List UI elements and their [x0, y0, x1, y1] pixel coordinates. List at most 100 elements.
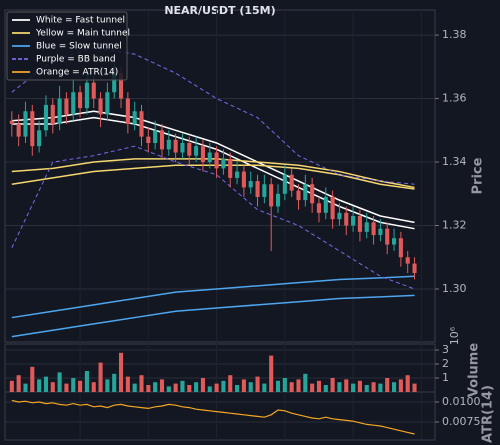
volume-bar — [330, 378, 335, 392]
volume-bar — [98, 362, 103, 392]
candle-body — [78, 92, 83, 109]
volume-bar — [30, 366, 35, 392]
volume-bar — [23, 383, 28, 392]
candle-body — [221, 158, 226, 169]
volume-bar — [146, 385, 151, 392]
y-tick-label: 1.30 — [442, 282, 467, 295]
y-tick-label: 1.38 — [442, 28, 467, 41]
volume-bar — [228, 375, 233, 392]
volume-bar — [180, 380, 185, 392]
candle-body — [98, 98, 103, 115]
volume-bar — [282, 378, 287, 392]
candle-body — [23, 111, 28, 137]
candle-body — [159, 130, 165, 150]
volume-bar — [37, 379, 42, 392]
volume-bar — [84, 371, 89, 392]
volume-bar — [385, 378, 390, 392]
candle-body — [64, 98, 69, 115]
candle-body — [228, 158, 233, 178]
y-axis-label: Price — [471, 157, 486, 194]
candle-body — [357, 215, 362, 232]
y-tick-label: 0.0100 — [442, 395, 481, 408]
candle-body — [269, 184, 274, 207]
volume-bar — [159, 379, 165, 392]
candle-body — [139, 111, 144, 137]
candle-body — [248, 181, 253, 188]
legend: White = Fast tunnel Yellow = Main tunnel B… — [6, 11, 130, 81]
volume-bar — [241, 379, 246, 392]
volume-bar — [296, 379, 301, 392]
volume-bar — [118, 352, 124, 392]
y-tick-label: 1.34 — [442, 155, 467, 168]
volume-bar — [64, 383, 69, 392]
volume-bar — [248, 382, 253, 392]
volume-bar — [9, 380, 14, 392]
candle-body — [214, 152, 219, 169]
candle-body — [385, 228, 390, 245]
candle-body — [364, 222, 369, 232]
candle-body — [153, 130, 158, 143]
volume-bar — [200, 378, 205, 392]
volume-bar — [289, 382, 294, 392]
candle-body — [316, 203, 322, 213]
candle-body — [146, 136, 151, 143]
volume-bar — [173, 383, 178, 392]
candle-body — [180, 142, 185, 153]
legend-label: Orange = ATR(14) — [36, 68, 118, 78]
candle-body — [241, 171, 246, 188]
volume-bar — [57, 372, 62, 392]
volume-bar — [16, 375, 21, 392]
candle-body — [16, 123, 21, 137]
candle-body — [118, 73, 124, 99]
candle-body — [132, 111, 137, 124]
volume-bar — [91, 382, 96, 392]
candle-body — [255, 181, 260, 197]
candle-body — [289, 174, 294, 191]
volume-bar — [316, 380, 322, 392]
volume-axis-label: Volume — [467, 343, 482, 398]
volume-offset-label: 10⁶ — [448, 326, 461, 345]
volume-bar — [125, 376, 130, 392]
candle-body — [187, 142, 192, 156]
candle-body — [91, 82, 96, 99]
volume-bar — [344, 379, 349, 392]
candle-body — [235, 171, 240, 178]
volume-bar — [255, 376, 260, 392]
overlay-line — [11, 275, 415, 319]
overlay-line — [11, 294, 415, 338]
volume-bar — [262, 383, 267, 392]
candle-body — [71, 92, 76, 115]
candle-body — [57, 98, 62, 124]
volume-bar — [310, 383, 315, 392]
candle-body — [125, 98, 130, 124]
volume-bar — [112, 373, 117, 392]
candle-body — [207, 152, 212, 163]
volume-bar — [139, 375, 144, 392]
volume-bar — [357, 380, 362, 392]
candle-body — [310, 184, 315, 204]
candle-body — [9, 120, 14, 124]
volume-bar — [166, 386, 171, 392]
volume-bar — [371, 382, 376, 392]
volume-bar — [194, 382, 199, 392]
legend-label: Blue = Slow tunnel — [36, 42, 122, 52]
y-tick-label: 1.32 — [442, 219, 467, 232]
candle-body — [398, 238, 403, 258]
candle-body — [43, 104, 48, 131]
candle-body — [84, 82, 89, 109]
candle-body — [344, 212, 349, 226]
candle-body — [30, 111, 35, 147]
volume-bar — [235, 385, 240, 392]
candle-body — [200, 146, 205, 163]
overlay-line — [11, 145, 415, 290]
y-tick-label: 1 — [442, 371, 449, 384]
candle-body — [194, 146, 199, 156]
candle-body — [351, 215, 356, 226]
volume-bar — [364, 385, 369, 392]
candle-body — [112, 73, 117, 93]
candle-body — [296, 190, 301, 201]
volume-bar — [398, 379, 403, 392]
volume-bar — [214, 383, 219, 392]
legend-label: Yellow = Main tunnel — [35, 29, 130, 39]
